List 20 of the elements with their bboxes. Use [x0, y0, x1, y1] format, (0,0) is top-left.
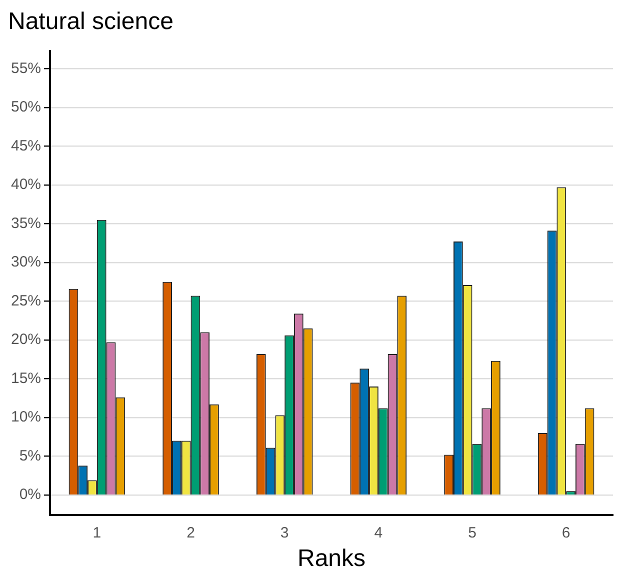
- y-tick-label: 25%: [10, 292, 42, 310]
- y-tick-label: 10%: [10, 408, 42, 426]
- x-axis-title: Ranks: [297, 545, 366, 572]
- x-tick-label: 1: [92, 524, 102, 542]
- chart-title: Natural science: [8, 8, 174, 36]
- y-tick-label: 45%: [10, 137, 42, 154]
- y-tick-label: 20%: [10, 331, 42, 348]
- x-tick-label: 2: [186, 524, 195, 542]
- y-tick-label: 15%: [10, 370, 42, 387]
- y-tick-label: 35%: [10, 214, 42, 232]
- y-tick-label: 0%: [19, 486, 42, 504]
- y-tick-label: 50%: [10, 98, 42, 116]
- y-tick-label: 55%: [10, 60, 42, 77]
- y-tick-label: 30%: [10, 254, 42, 271]
- y-tick-label: 40%: [10, 176, 42, 194]
- x-tick-label: 5: [468, 524, 476, 542]
- x-tick-label: 6: [562, 524, 570, 542]
- x-tick-label: 3: [280, 524, 289, 542]
- y-tick-label: 5%: [19, 447, 42, 464]
- x-tick-label: 4: [374, 524, 383, 542]
